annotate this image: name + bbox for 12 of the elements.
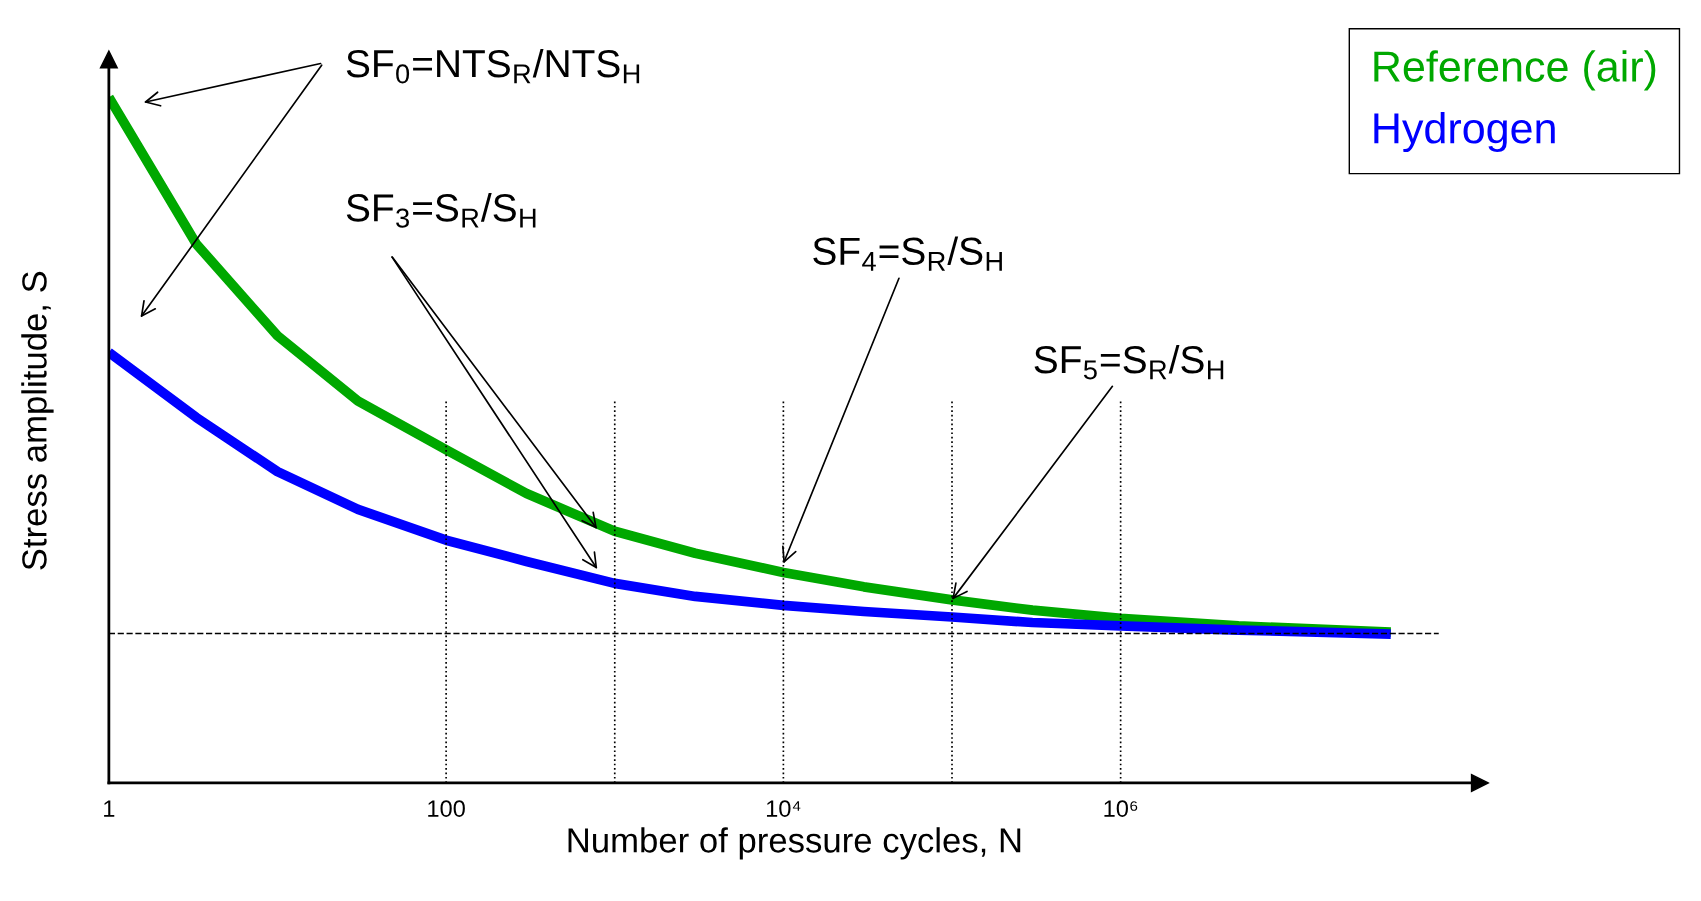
x-axis-title: Number of pressure cycles, N — [568, 827, 1021, 860]
x-tick-label: 10⁴ — [766, 800, 801, 817]
text: Reference (air) — [1374, 50, 1656, 91]
text: SF$_{0}$=NTS$_{R}$/NTS$_{H}$ — [346, 48, 640, 84]
annotation: SF$_{3}$=S$_{R}$/S$_{H}$ — [346, 193, 536, 228]
x-tick-label: 100 — [428, 800, 465, 817]
x-tick-label: 1 — [104, 800, 115, 817]
x-tick-label: 10⁶ — [1104, 800, 1138, 817]
text: Hydrogen — [1374, 111, 1555, 153]
annotation: SF$_{5}$=S$_{R}$/S$_{H}$ — [1034, 344, 1224, 380]
annotation: SF$_{4}$=S$_{R}$/S$_{H}$ — [813, 236, 1002, 271]
y-axis-title: Stress amplitude, S — [21, 271, 54, 570]
